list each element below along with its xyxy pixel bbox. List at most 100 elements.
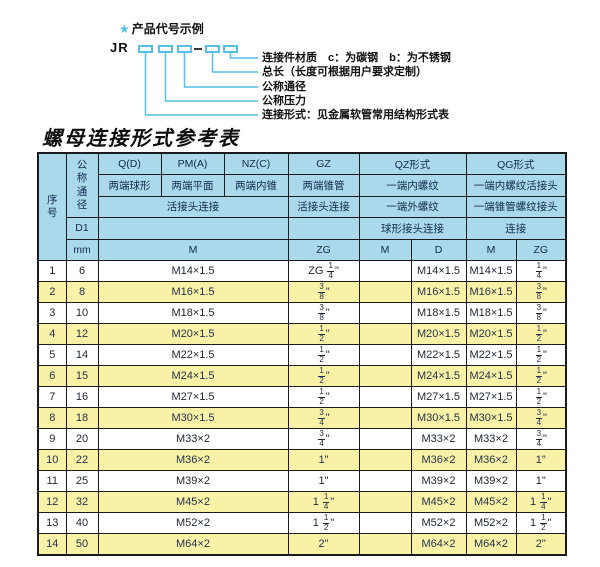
header-thread-zg: ZG: [287, 238, 360, 261]
star-icon: ★: [119, 22, 130, 36]
table-cell: 3 4 ": [515, 428, 567, 450]
diagram-label: 总长（长度可根据用户要求定制）: [262, 66, 427, 79]
header-subconnection-qz: 球形接头连接: [358, 217, 467, 240]
table-title: 螺母连接形式参考表: [42, 128, 240, 150]
table-cell: 15: [65, 365, 99, 387]
table-row: 1 6 M14×1.5 ZG 1 4 " M14×1.5 M14×1.5 1 4 ": [37, 260, 567, 282]
header-form-gz: 两端锥管: [287, 174, 360, 197]
header-group-qg: QG形式: [465, 152, 567, 175]
table-cell: 1 2 ": [515, 386, 567, 408]
table-cell: M64×2: [410, 533, 467, 555]
table-cell: 40: [65, 512, 99, 534]
table-cell: 1 1 4 ": [287, 491, 360, 513]
table-cell: [358, 428, 412, 450]
table-cell: M20×1.5: [97, 323, 289, 345]
table-row: 13 40 M52×2 1 1 2 " M52×2 M52×2 1 1 2 ": [37, 512, 567, 534]
table-row: 5 14 M22×1.5 1 2 " M22×1.5 M22×1.5 1 2 ": [37, 344, 567, 366]
table-cell: 16: [65, 386, 99, 408]
table-cell: M36×2: [97, 449, 289, 471]
table-cell: 1 1 2 ": [287, 512, 360, 534]
table-cell: 13: [37, 512, 67, 534]
header-thread-qg-m: M: [465, 238, 517, 261]
table-cell: [358, 533, 412, 555]
table-cell: M20×1.5: [465, 323, 517, 345]
header-thread-m: M: [97, 238, 289, 261]
table-cell: 25: [65, 470, 99, 492]
diagram-label: 公称通径: [262, 80, 306, 93]
table-cell: M16×1.5: [465, 281, 517, 303]
header-group-gz: GZ: [287, 152, 360, 175]
header-group-pma: PM(A): [160, 152, 225, 175]
header-form-qd: 两端球形: [97, 174, 162, 197]
table-cell: M14×1.5: [465, 260, 517, 282]
table-cell: 6: [37, 365, 67, 387]
table-row: 14 50 M64×2 2" M64×2 M64×2 2": [37, 533, 567, 555]
table-cell: M39×2: [465, 470, 517, 492]
table-cell: M52×2: [97, 512, 289, 534]
table-cell: M30×1.5: [465, 407, 517, 429]
table-cell: 32: [65, 491, 99, 513]
header-thread-qz-d: D: [410, 238, 467, 261]
table-row: 9 20 M33×2 3 4 " M33×2 M33×2 3 4 ": [37, 428, 567, 450]
table-cell: 50: [65, 533, 99, 555]
table-cell: [358, 470, 412, 492]
table-cell: 8: [37, 407, 67, 429]
table-cell: [358, 449, 412, 471]
table-cell: 1": [287, 470, 360, 492]
table-cell: [358, 512, 412, 534]
table-cell: M33×2: [410, 428, 467, 450]
header-connection-gz: 活接头连接: [287, 195, 360, 218]
table-cell: 1 4 ": [515, 260, 567, 282]
header-d1: D1: [65, 217, 99, 240]
table-cell: M33×2: [465, 428, 517, 450]
table-cell: 14: [65, 344, 99, 366]
header-group-qd: Q(D): [97, 152, 162, 175]
table-cell: [358, 365, 412, 387]
table-cell: M27×1.5: [97, 386, 289, 408]
table-cell: M20×1.5: [410, 323, 467, 345]
table-cell: 22: [65, 449, 99, 471]
header-nominal-diameter: 公称通径: [65, 152, 99, 218]
table-row: 12 32 M45×2 1 1 4 " M45×2 M45×2 1 1 4 ": [37, 491, 567, 513]
table-cell: 3 4 ": [515, 407, 567, 429]
header-mm: mm: [65, 238, 99, 261]
table-row: 4 12 M20×1.5 1 2 " M20×1.5 M20×1.5 1 2 ": [37, 323, 567, 345]
table-cell: M27×1.5: [410, 386, 467, 408]
table-cell: M52×2: [465, 512, 517, 534]
header-group-nzc: NZ(C): [223, 152, 289, 175]
nut-connection-reference-table: 序号 公称通径 Q(D) PM(A) NZ(C) GZ QZ形式 QG形式 两端…: [37, 152, 567, 556]
header-group-qz: QZ形式: [358, 152, 467, 175]
table-cell: 2: [37, 281, 67, 303]
table-cell: 1 2 ": [515, 344, 567, 366]
table-cell: 12: [65, 323, 99, 345]
table-cell: M16×1.5: [410, 281, 467, 303]
product-code-diagram: ★ 产品代号示例 JR 连接件材质 c：为碳钢 b：为不锈钢 总长（长度可根据用户要…: [0, 0, 600, 150]
header-form-nzc: 两端内锥: [223, 174, 289, 197]
header-form-qg: 一端内螺纹活接头: [465, 174, 567, 197]
table-cell: M30×1.5: [410, 407, 467, 429]
table-cell: [358, 323, 412, 345]
table-cell: 3 4 ": [287, 428, 360, 450]
table-row: 7 16 M27×1.5 1 2 " M27×1.5 M27×1.5 1 2 ": [37, 386, 567, 408]
product-code-prefix: JR: [110, 40, 129, 55]
table-cell: M24×1.5: [465, 365, 517, 387]
table-row: 6 15 M24×1.5 1 2 " M24×1.5 M24×1.5 1 2 ": [37, 365, 567, 387]
header-thread-qz-m: M: [358, 238, 412, 261]
diagram-label: 公称压力: [262, 94, 306, 107]
table-cell: 10: [37, 449, 67, 471]
table-cell: 3: [37, 302, 67, 324]
table-cell: 1 1 2 ": [515, 512, 567, 534]
table-cell: 3 8 ": [287, 302, 360, 324]
table-cell: M36×2: [465, 449, 517, 471]
table-cell: M22×1.5: [97, 344, 289, 366]
header-form-pma: 两端平面: [160, 174, 225, 197]
table-cell: M45×2: [410, 491, 467, 513]
table-cell: 3 4 ": [287, 407, 360, 429]
table-cell: 4: [37, 323, 67, 345]
table-cell: 1: [37, 260, 67, 282]
table-cell: M39×2: [410, 470, 467, 492]
table-cell: M18×1.5: [465, 302, 517, 324]
table-cell: M27×1.5: [465, 386, 517, 408]
table-cell: 7: [37, 386, 67, 408]
table-cell: 14: [37, 533, 67, 555]
